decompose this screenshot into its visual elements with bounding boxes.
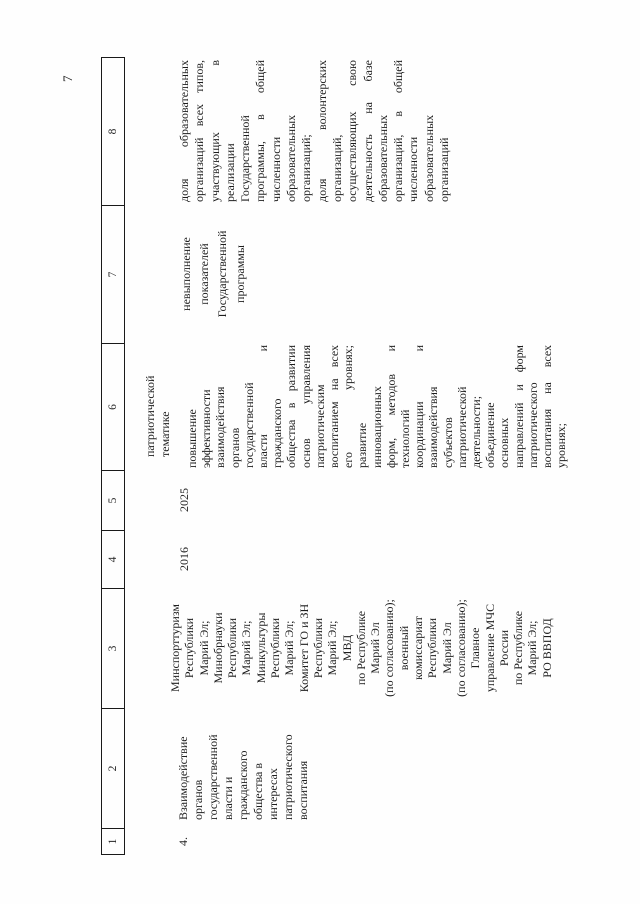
column-number-header: 5 (102, 470, 124, 530)
row4-cell-col3: Минспорттуризм Республики Марий Эл; Мино… (168, 599, 554, 697)
row4-cell-col8: доля образовательных организаций всех ти… (177, 60, 452, 202)
row4-cell-col5-end-year: 2025 (177, 488, 191, 512)
continuation-cell-col6: патриотической тематике (143, 375, 172, 457)
table-row: 4. Взаимодействие органов государственно… (168, 57, 568, 855)
row4-cell-col6: повышение эффективности взаимодействия о… (185, 345, 569, 468)
column-number-header: 1 (102, 828, 124, 855)
row4-cell-col2: Взаимодействие органов государственной в… (176, 734, 310, 820)
page-number: 7 (60, 75, 75, 83)
column-number-header: 6 (102, 343, 124, 470)
row-number-cell: 4. (176, 837, 190, 846)
row4-cell-col7: невыполнение показателей Государственной… (179, 230, 247, 318)
column-number-header: 8 (102, 57, 124, 205)
column-number-header: 2 (102, 708, 124, 828)
column-number-header: 4 (102, 530, 124, 588)
row4-cell-col4-start-year: 2016 (177, 547, 191, 571)
column-number-header: 3 (102, 588, 124, 708)
program-measures-table: 1 2 3 4 5 6 7 8 патриотической тематике (101, 57, 568, 855)
column-number-header: 7 (102, 205, 124, 343)
table-header-row: 1 2 3 4 5 6 7 8 (101, 57, 125, 855)
